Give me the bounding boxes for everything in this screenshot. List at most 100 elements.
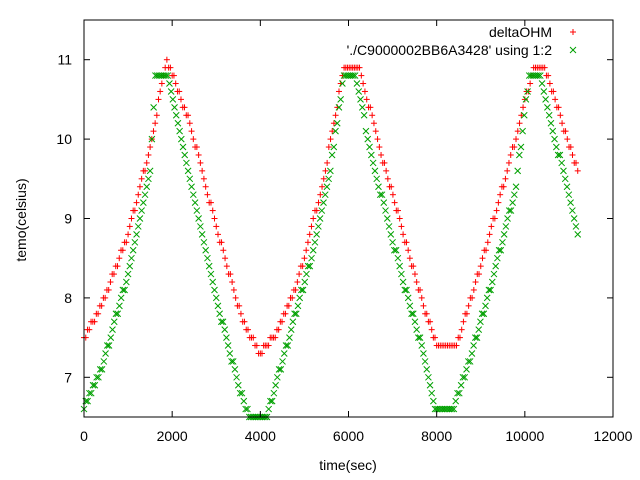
data-point — [270, 389, 278, 397]
data-point — [469, 294, 476, 301]
data-point — [420, 350, 427, 357]
data-point — [363, 96, 370, 103]
data-point — [190, 136, 197, 143]
data-point — [114, 263, 121, 270]
data-point — [244, 405, 251, 413]
data-point — [337, 96, 345, 103]
data-point — [315, 223, 322, 230]
data-point — [505, 159, 512, 166]
data-point — [332, 112, 339, 119]
data-point — [316, 215, 324, 222]
data-point — [219, 318, 227, 326]
data-point — [487, 286, 494, 294]
data-point — [299, 286, 307, 294]
data-point — [464, 358, 472, 365]
data-point — [126, 262, 134, 270]
data-point — [406, 302, 414, 310]
data-point — [244, 326, 251, 333]
data-point — [129, 246, 137, 254]
data-point — [477, 318, 484, 326]
data-point — [491, 215, 498, 222]
data-point — [572, 223, 580, 230]
data-point — [403, 239, 410, 246]
data-point — [95, 310, 102, 317]
data-point — [112, 310, 120, 318]
x-tick-label: 8000 — [421, 428, 452, 444]
data-point — [174, 119, 182, 127]
data-point — [95, 373, 102, 381]
data-point — [458, 326, 465, 333]
data-point — [535, 72, 542, 79]
data-point — [406, 255, 413, 262]
data-point — [91, 381, 99, 389]
data-point — [275, 326, 282, 333]
data-point — [332, 127, 339, 135]
data-point — [169, 96, 177, 103]
data-point — [328, 151, 336, 159]
data-point — [388, 183, 395, 190]
data-point — [428, 389, 436, 397]
data-point — [170, 72, 177, 79]
data-point — [89, 381, 97, 389]
plot-points — [80, 56, 582, 421]
data-point — [415, 334, 422, 341]
data-point — [222, 255, 229, 262]
data-point — [188, 128, 195, 135]
data-point — [114, 310, 122, 318]
data-point — [236, 389, 244, 397]
data-point — [545, 111, 553, 119]
data-point — [109, 326, 116, 334]
data-point — [478, 310, 486, 318]
data-point — [561, 175, 569, 183]
data-point — [287, 326, 295, 334]
data-point — [241, 318, 248, 325]
data-point — [282, 342, 290, 349]
data-point — [349, 72, 357, 79]
data-point — [186, 120, 193, 127]
data-point — [224, 342, 232, 349]
data-point — [145, 151, 152, 158]
data-point — [567, 199, 574, 206]
data-point — [128, 254, 135, 262]
data-point — [153, 112, 160, 119]
legend-marker — [569, 46, 577, 54]
data-point — [416, 334, 424, 341]
data-point — [204, 254, 211, 262]
data-point — [557, 112, 564, 119]
data-point — [367, 104, 374, 111]
data-point — [200, 175, 207, 182]
data-point — [473, 334, 481, 341]
data-point — [387, 231, 395, 238]
data-point — [383, 215, 391, 222]
data-point — [554, 151, 562, 159]
data-point — [204, 191, 211, 198]
data-point — [220, 247, 227, 254]
data-point — [362, 127, 370, 135]
data-point — [303, 270, 310, 278]
data-point — [457, 381, 465, 389]
data-point — [450, 405, 458, 413]
data-point — [280, 350, 288, 357]
data-point — [265, 405, 273, 413]
data-point — [360, 80, 367, 87]
data-point — [426, 381, 434, 389]
data-point — [158, 80, 165, 87]
data-point — [145, 175, 152, 183]
data-point — [383, 167, 390, 174]
legend-marker-plus — [570, 29, 576, 35]
data-point — [265, 342, 272, 349]
data-point — [183, 159, 190, 167]
data-point — [286, 334, 293, 341]
data-point — [226, 350, 234, 357]
data-point — [191, 199, 199, 206]
data-point — [303, 247, 310, 254]
data-point — [425, 373, 432, 381]
data-point — [321, 191, 329, 199]
data-point — [480, 310, 488, 318]
data-point — [319, 183, 326, 190]
data-point — [232, 294, 239, 301]
data-point — [497, 246, 505, 254]
data-point — [242, 405, 249, 413]
data-point — [211, 215, 218, 222]
data-point — [275, 366, 283, 373]
